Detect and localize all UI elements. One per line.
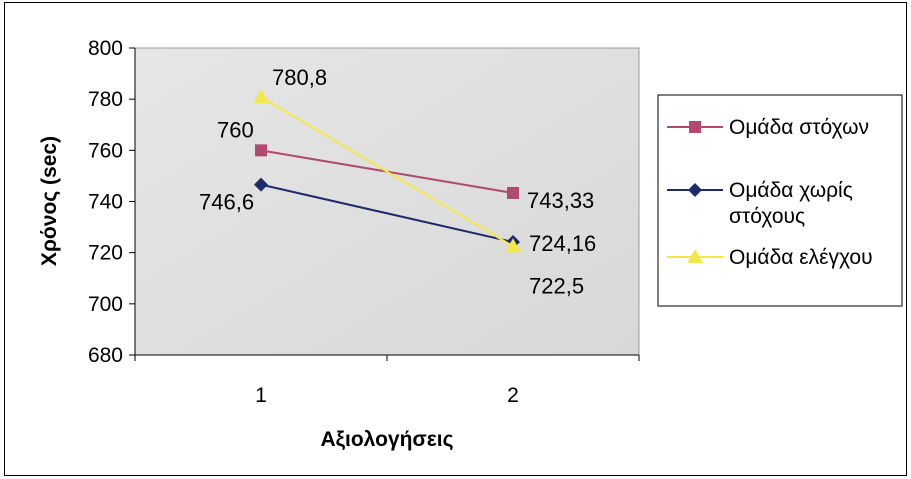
data-label: 780,8 xyxy=(272,65,327,90)
y-axis-title: Χρόνος (sec) xyxy=(38,136,61,266)
data-point xyxy=(253,89,269,104)
x-axis-title: Αξιολογήσεις xyxy=(320,428,453,451)
y-tick-label: 740 xyxy=(88,191,123,214)
series-line xyxy=(260,96,514,248)
y-tick-label: 800 xyxy=(88,37,123,60)
data-point xyxy=(505,238,521,253)
data-label: 760 xyxy=(217,117,254,142)
x-tick-label: 1 xyxy=(255,384,267,407)
plot-area xyxy=(134,47,640,356)
y-tick-label: 780 xyxy=(88,88,123,111)
data-point xyxy=(255,144,267,157)
x-tick-label: 2 xyxy=(507,384,519,407)
series-line xyxy=(260,183,514,243)
legend-marker xyxy=(688,183,702,197)
legend-label: Ομάδα χωρίς στόχους xyxy=(729,179,853,228)
legend-marker xyxy=(687,249,703,263)
data-point xyxy=(507,186,519,199)
legend-label: Ομάδα στόχων xyxy=(729,116,869,139)
data-label: 722,5 xyxy=(529,273,584,298)
data-point xyxy=(254,177,268,192)
legend-marker xyxy=(689,121,701,133)
y-tick-label: 700 xyxy=(88,293,123,316)
y-tick-label: 760 xyxy=(88,139,123,162)
data-label: 724,16 xyxy=(529,231,596,256)
legend-label: Ομάδα ελέγχου xyxy=(729,246,873,269)
legend: Ομάδα στόχων Ομάδα χωρίς στόχους Ομάδα ελέγ… xyxy=(657,94,903,307)
data-label: 743,33 xyxy=(527,188,594,213)
data-label: 746,6 xyxy=(199,190,254,215)
y-tick-label: 680 xyxy=(88,344,123,367)
y-tick-label: 720 xyxy=(88,242,123,265)
